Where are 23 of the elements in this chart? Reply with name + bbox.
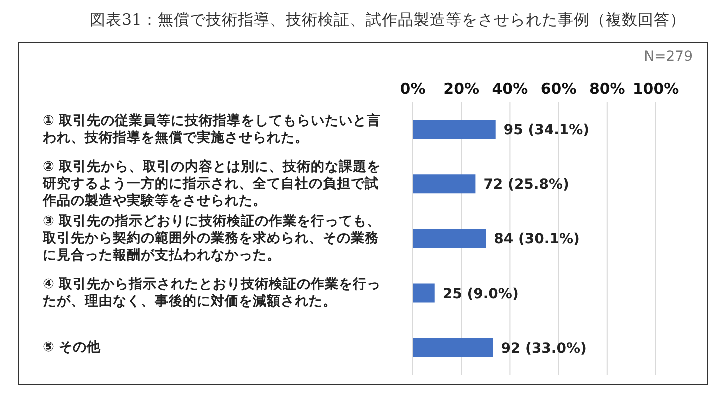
y-tick-label: ① 取引先の従業員等に技術指導をしてもらいたいと言われ、技術指導を無償で実施させられた。 [42,112,382,146]
bar [413,338,494,358]
text: N=279 [644,49,693,65]
y-tick-label: ② 取引先から、取引の内容とは別に、技術的な課題を研究するよう一方的に指示され、全て自社の負担で試作品の製造や実験等をさせられた。 [42,158,382,209]
x-tick-label: 60% [540,80,577,98]
y-tick-label: ④ 取引先から指示されたとおり技術検証の作業を行ったが、理由なく、事後的に対価を減額された。 [43,276,382,310]
data-label: 95 (34.1%) [504,122,590,138]
x-tick-label: 40% [492,80,528,98]
x-tick-label: 100% [632,80,680,98]
data-label: 92 (33.0%) [501,340,587,357]
data-label: 84 (30.1%) [494,232,580,248]
y-tick-label: ③ 取引先の指示どおりに技術検証の作業を行っても、取引先から契約の範囲外の業務を求められ、その業務に見合った報酬が支払われなかった。 [42,214,382,264]
bar [413,120,496,139]
bar [413,229,486,248]
bar [413,174,476,194]
x-tick-label: 20% [444,80,480,98]
data-label: 25 (9.0%) [442,286,519,302]
y-tick-label: ⑤ その他 [43,340,102,356]
bar [413,284,435,303]
x-tick-label: 80% [589,80,626,98]
data-label: 72 (25.8%) [484,177,570,194]
chart-title: 図表31：無償で技術指導、技術検証、試作品製造等をさせられた事例（複数回答） [89,10,687,31]
x-tick-label: 0% [400,80,426,98]
